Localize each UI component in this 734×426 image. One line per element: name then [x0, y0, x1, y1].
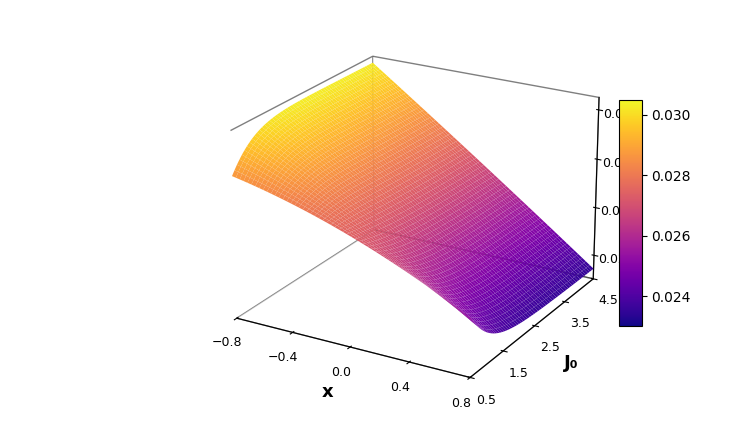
Y-axis label: J₀: J₀ [564, 354, 578, 372]
X-axis label: x: x [322, 383, 334, 401]
